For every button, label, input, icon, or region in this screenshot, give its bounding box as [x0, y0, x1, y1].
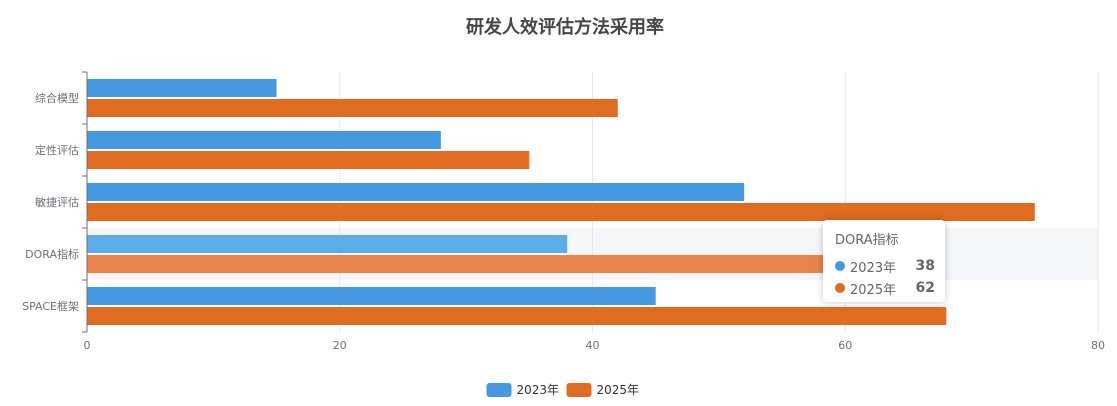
- bar: [87, 235, 568, 253]
- y-category-label: 综合模型: [35, 91, 79, 105]
- x-tick-label: 80: [1091, 339, 1105, 352]
- tooltip-series-value: 38: [915, 258, 935, 274]
- bar: [87, 99, 618, 117]
- tooltip-title: DORA指标: [835, 233, 899, 248]
- tooltip-series-name: 2025年: [850, 282, 897, 298]
- legend-swatch: [566, 383, 592, 397]
- chart-title: 研发人效评估方法采用率: [466, 16, 664, 38]
- legend-label: 2023年: [517, 383, 560, 397]
- bar: [87, 287, 656, 305]
- series-dot-icon: [835, 283, 845, 293]
- x-tick-label: 20: [333, 339, 347, 352]
- tooltip-row: 2023年 38: [835, 255, 935, 277]
- y-category-label: 敏捷评估: [35, 195, 79, 209]
- y-category-label: SPACE框架: [22, 300, 79, 313]
- x-tick-label: 0: [84, 339, 91, 352]
- bar: [87, 203, 1035, 221]
- bar: [87, 131, 441, 149]
- tooltip-series-value: 62: [915, 280, 935, 296]
- tooltip-row: 2025年 62: [835, 277, 935, 299]
- y-category-label: DORA指标: [25, 247, 79, 261]
- legend-swatch: [486, 383, 512, 397]
- bar: [87, 79, 277, 97]
- tooltip-series-name: 2023年: [850, 260, 897, 276]
- bar: [87, 307, 947, 325]
- x-tick-label: 40: [586, 339, 600, 352]
- bar: [87, 183, 745, 201]
- bar: [87, 255, 871, 273]
- bar: [87, 151, 530, 169]
- y-category-label: 定性评估: [35, 143, 79, 157]
- series-dot-icon: [835, 261, 845, 271]
- x-tick-label: 60: [838, 339, 852, 352]
- legend-label: 2025年: [597, 383, 640, 397]
- tooltip: DORA指标 2023年 38 2025年 62: [823, 220, 945, 302]
